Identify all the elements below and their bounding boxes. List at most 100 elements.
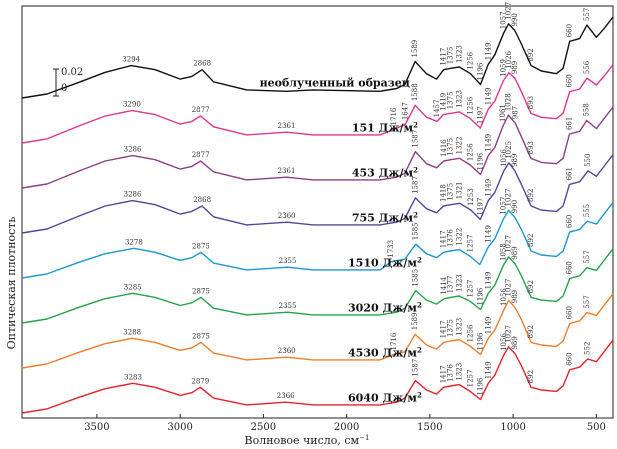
series-dose-sup: 2 <box>417 301 422 310</box>
peak-label: 2360 <box>278 347 296 355</box>
peak-label: 892 <box>527 189 535 202</box>
series-dose-text: 453 Дж/м <box>352 167 414 180</box>
peak-label: 1418 <box>440 184 448 202</box>
peak-label: 1197 <box>476 198 484 216</box>
peak-label: 1322 <box>456 228 464 246</box>
peak-label: 1027 <box>505 2 513 20</box>
peak-label: 1323 <box>455 318 463 336</box>
peak-label: 557 <box>583 250 591 263</box>
series-dose-text: 6040 Дж/м <box>348 391 417 404</box>
peak-label: 1716 <box>390 332 398 350</box>
series-dose-sup: 2 <box>417 390 422 399</box>
peak-label: 1056 <box>500 288 508 306</box>
peak-label: 660 <box>566 261 574 274</box>
peak-label: 556 <box>583 60 591 74</box>
peak-label: 550 <box>584 154 592 167</box>
peak-label: 660 <box>566 215 574 228</box>
peak-label: 1414 <box>440 276 448 294</box>
peak-label: 1589 <box>411 40 419 58</box>
peak-label: 660 <box>566 352 574 365</box>
peak-label: 2877 <box>192 151 210 159</box>
series-line <box>21 293 614 369</box>
peak-label: 1025 <box>505 141 513 159</box>
series-dose-text: 3020 Дж/м <box>348 302 417 315</box>
peak-label: 1197 <box>476 106 484 124</box>
peak-label: 1417 <box>440 321 448 339</box>
series-name-label: 755 Дж/м2 <box>352 211 418 225</box>
peak-label: 1716 <box>390 107 398 125</box>
series-dose-text: 151 Дж/м <box>352 121 414 134</box>
peak-label: 3288 <box>123 328 141 336</box>
peak-label: 3283 <box>124 373 142 381</box>
series-name-label: 151 Дж/м2 <box>352 120 418 134</box>
peak-label: 2875 <box>192 332 210 340</box>
peak-label: 892 <box>527 370 535 383</box>
peak-label: 987 <box>511 106 519 119</box>
peak-label: 2361 <box>278 122 296 130</box>
x-axis-title-text: Волновое число, см <box>245 434 360 447</box>
peak-label: 2868 <box>193 196 211 204</box>
peak-label: 1416 <box>440 139 448 157</box>
peak-label: 1321 <box>456 181 464 199</box>
plot-frame <box>21 5 614 419</box>
x-axis-ticks: 3500 3000 2500 2000 1500 1000 500 <box>84 414 606 433</box>
peak-label: 2868 <box>193 60 211 68</box>
peak-label: 1149 <box>484 361 492 379</box>
series-name-label: 1510 Дж/м2 <box>348 255 422 269</box>
x-tick-label-3500: 3500 <box>84 422 109 433</box>
x-tick-label-1500: 1500 <box>417 422 442 433</box>
series-name-label: необлученный образец <box>260 77 410 90</box>
series-line <box>21 64 614 144</box>
x-tick-label-2000: 2000 <box>334 422 359 433</box>
peak-label: 661 <box>566 117 574 130</box>
peak-label: 892 <box>527 325 535 338</box>
peak-label: 1257 <box>466 235 474 253</box>
peak-label: 1323 <box>455 274 463 292</box>
peak-label: 1585 <box>412 269 420 287</box>
peak-label: 1323 <box>455 363 463 381</box>
peak-label: 1027 <box>505 279 513 297</box>
series-dose-text: 755 Дж/м <box>352 212 414 225</box>
peak-label: 1057 <box>500 11 508 29</box>
series-name-label: 3020 Дж/м2 <box>348 301 422 315</box>
peak-label: 989 <box>511 246 519 259</box>
series-name-label: 6040 Дж/м2 <box>348 390 422 404</box>
series-dose-text: 1510 Дж/м <box>348 256 417 269</box>
peak-label: 1323 <box>455 90 463 108</box>
peak-label: 1026 <box>505 50 513 68</box>
peak-label: 1376 <box>447 229 455 247</box>
peak-label: 989 <box>511 336 519 349</box>
peak-label: 3290 <box>123 101 141 109</box>
peak-label: 1377 <box>446 276 454 294</box>
x-axis-title: Волновое число, см−1 <box>245 434 370 447</box>
peak-label: 989 <box>511 290 519 303</box>
peak-label: 1196 <box>476 377 484 395</box>
peak-label: 1149 <box>484 272 492 290</box>
peak-label: 1149 <box>484 225 492 243</box>
peak-label: 660 <box>566 74 574 87</box>
peak-label: 3285 <box>124 283 142 291</box>
peak-label: 990 <box>511 13 519 26</box>
peak-label: 1061 <box>499 104 507 122</box>
peak-label: 892 <box>527 234 535 247</box>
peak-label: 661 <box>566 167 574 180</box>
peak-label: 1057 <box>500 197 508 215</box>
series-name-label: 453 Дж/м2 <box>352 166 418 180</box>
peak-label: 2879 <box>191 377 209 385</box>
peak-label: 1256 <box>466 324 474 342</box>
series-line <box>21 106 614 189</box>
absorbance-scale-bar: 0.02 0 <box>53 67 83 97</box>
peak-label: 1587 <box>411 130 419 148</box>
peak-label: 1375 <box>447 91 455 109</box>
peak-label: 892 <box>527 48 535 61</box>
x-axis-title-sup: −1 <box>359 434 369 442</box>
peak-label: 1196 <box>476 62 484 80</box>
peak-label: 1419 <box>439 93 447 111</box>
